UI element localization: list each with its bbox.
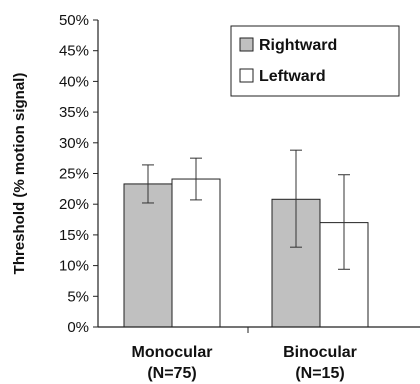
category-sublabel: (N=15) — [295, 365, 344, 382]
category-label: Binocular — [283, 344, 357, 361]
bars — [123, 178, 369, 328]
bar-leftward-0 — [171, 178, 221, 328]
legend-label-rightward: Rightward — [259, 37, 337, 54]
legend-swatch-rightward — [239, 37, 254, 52]
y-axis-label-group: Threshold (% motion signal) — [11, 73, 28, 275]
error-bars — [142, 149, 350, 270]
legend-swatch-leftward — [239, 68, 254, 83]
y-tick-label: 35% — [59, 104, 89, 121]
y-tick-label: 0% — [67, 319, 89, 336]
y-tick-label: 15% — [59, 227, 89, 244]
y-tick-label: 20% — [59, 196, 89, 213]
y-tick-label: 10% — [59, 258, 89, 275]
y-tick-label: 25% — [59, 166, 89, 183]
axes — [97, 20, 420, 333]
legend: Rightward Leftward — [230, 25, 400, 97]
y-tick-label: 45% — [59, 43, 89, 60]
legend-label-leftward: Leftward — [259, 68, 326, 85]
y-tick-label: 30% — [59, 135, 89, 152]
category-sublabel: (N=75) — [147, 365, 196, 382]
y-tick-label: 50% — [59, 12, 89, 29]
y-tick-label: 5% — [67, 288, 89, 305]
bar-rightward-0 — [123, 183, 173, 328]
y-tick-label: 40% — [59, 73, 89, 90]
y-axis-ticks: 0% 5% 10% 15% 20% 25% 30% 35% 40% 45% 50% — [59, 12, 98, 336]
legend-box — [230, 25, 400, 97]
category-labels: Monocular (N=75) Binocular (N=15) — [132, 344, 357, 382]
category-label: Monocular — [132, 344, 213, 361]
y-axis-label: Threshold (% motion signal) — [11, 73, 28, 275]
